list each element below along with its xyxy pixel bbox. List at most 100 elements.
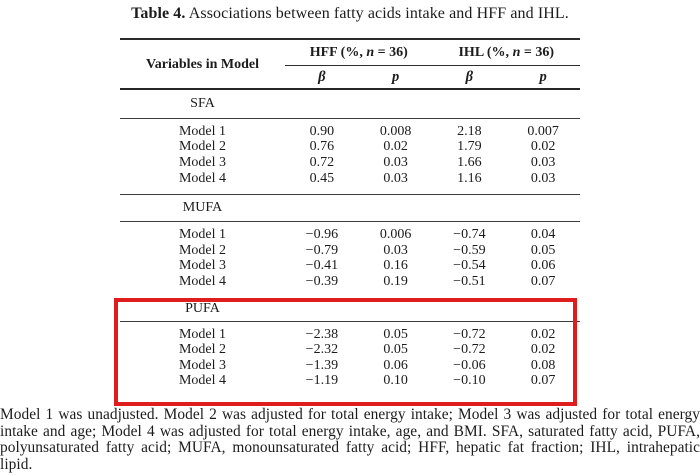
cell-ihl-p: 0.06 bbox=[530, 258, 556, 274]
cell-hff-beta: 0.72 bbox=[309, 154, 335, 170]
table-row: Model 4 0.45 0.03 1.16 0.03 bbox=[120, 171, 580, 187]
cell-hff-beta: 0.76 bbox=[309, 139, 335, 155]
cell-ihl-beta: −0.59 bbox=[453, 242, 486, 258]
stat-header-beta-hff: β bbox=[318, 68, 326, 85]
section-sfa: SFA Model 1 0.90 0.008 2.18 0.007 Model … bbox=[120, 90, 580, 194]
section-label-row: PUFA bbox=[120, 298, 580, 321]
table-row: Model 2 −0.79 0.03 −0.59 0.05 bbox=[120, 243, 580, 259]
cell-ihl-beta: −0.51 bbox=[453, 273, 486, 289]
table-caption-number: Table 4. bbox=[131, 5, 186, 22]
section-rows: Model 1 0.90 0.008 2.18 0.007 Model 2 0.… bbox=[120, 119, 580, 194]
ihl-label-n: n bbox=[512, 44, 521, 60]
cell-ihl-beta: −0.74 bbox=[453, 227, 486, 243]
ihl-label-prefix: IHL (%, bbox=[458, 44, 513, 60]
cell-hff-beta: −0.79 bbox=[305, 242, 339, 258]
cell-hff-beta: 0.45 bbox=[309, 170, 335, 186]
cell-ihl-beta: −0.72 bbox=[453, 326, 486, 342]
row-label: Model 1 bbox=[178, 326, 227, 342]
cell-ihl-p: 0.05 bbox=[530, 242, 556, 258]
cell-ihl-p: 0.02 bbox=[530, 139, 556, 155]
cell-ihl-p: 0.08 bbox=[530, 357, 556, 373]
column-header-variables: Variables in Model bbox=[145, 56, 260, 72]
cell-hff-p: 0.03 bbox=[383, 154, 408, 170]
column-group-header-row: HFF (%, n = 36) IHL (%, n = 36) bbox=[285, 40, 580, 65]
row-label: Model 4 bbox=[178, 373, 227, 389]
ihl-label-suffix: = 36) bbox=[520, 44, 554, 60]
cell-ihl-beta: 1.16 bbox=[457, 170, 482, 186]
section-rule bbox=[120, 118, 580, 119]
cell-ihl-p: 0.03 bbox=[530, 154, 556, 170]
table-row: Model 4 −1.19 0.10 −0.10 0.07 bbox=[120, 374, 580, 390]
cell-hff-beta: −0.39 bbox=[305, 273, 339, 289]
section-label: PUFA bbox=[185, 301, 220, 317]
cell-ihl-beta: −0.72 bbox=[453, 342, 486, 358]
table-row: Model 3 −1.39 0.06 −0.06 0.08 bbox=[120, 358, 580, 374]
header-bottom-rule bbox=[120, 88, 580, 90]
stat-header-beta-ihl: β bbox=[465, 68, 474, 85]
stat-header-p-ihl: p bbox=[539, 68, 547, 85]
cell-ihl-beta: −0.10 bbox=[453, 373, 486, 389]
table-row: Model 3 −0.41 0.16 −0.54 0.06 bbox=[120, 259, 580, 275]
cell-hff-p: 0.06 bbox=[383, 357, 408, 373]
hff-label-n: n bbox=[366, 44, 375, 60]
table-row: Model 4 −0.39 0.19 −0.51 0.07 bbox=[120, 274, 580, 290]
row-label: Model 2 bbox=[178, 242, 227, 258]
table-caption-text: Associations between fatty acids intake … bbox=[185, 5, 569, 22]
cell-hff-beta: −2.32 bbox=[305, 342, 339, 358]
cell-hff-p: 0.16 bbox=[383, 258, 408, 274]
row-label: Model 4 bbox=[178, 170, 227, 186]
table-row: Model 1 −2.38 0.05 −0.72 0.02 bbox=[120, 327, 580, 343]
cell-ihl-beta: 1.79 bbox=[457, 139, 482, 155]
cell-hff-beta: −0.96 bbox=[305, 227, 339, 243]
cell-hff-p: 0.02 bbox=[383, 139, 408, 155]
cell-hff-beta: −1.39 bbox=[305, 357, 339, 373]
cell-hff-beta: −2.38 bbox=[305, 326, 339, 342]
cell-hff-p: 0.03 bbox=[383, 170, 408, 186]
section-pufa: PUFA Model 1 −2.38 0.05 −0.72 0.02 Model… bbox=[120, 298, 580, 397]
section-label-row: MUFA bbox=[120, 195, 580, 221]
row-label: Model 3 bbox=[178, 357, 227, 373]
section-label-row: SFA bbox=[120, 90, 580, 118]
group-header-underline bbox=[285, 65, 580, 66]
table-footnote: Model 1 was unadjusted. Model 2 was adju… bbox=[0, 406, 700, 473]
cell-ihl-p: 0.02 bbox=[530, 342, 556, 358]
table-row: Model 1 0.90 0.008 2.18 0.007 bbox=[120, 124, 580, 140]
cell-ihl-beta: 1.66 bbox=[457, 154, 482, 170]
row-label: Model 4 bbox=[178, 273, 227, 289]
cell-hff-p: 0.006 bbox=[379, 227, 412, 243]
cell-hff-beta: −1.19 bbox=[305, 373, 339, 389]
cell-ihl-p: 0.04 bbox=[530, 227, 556, 243]
cell-hff-p: 0.05 bbox=[383, 342, 408, 358]
cell-hff-beta: −0.41 bbox=[305, 258, 339, 274]
cell-hff-p: 0.05 bbox=[383, 326, 408, 342]
row-label: Model 2 bbox=[178, 139, 227, 155]
section-rows: Model 1 −2.38 0.05 −0.72 0.02 Model 2 −2… bbox=[120, 322, 580, 397]
section-rule bbox=[120, 221, 580, 223]
cell-hff-p: 0.10 bbox=[383, 373, 408, 389]
cell-ihl-p: 0.03 bbox=[530, 170, 556, 186]
cell-hff-beta: 0.90 bbox=[309, 123, 335, 139]
cell-ihl-p: 0.007 bbox=[527, 123, 559, 139]
table-row: Model 1 −0.96 0.006 −0.74 0.04 bbox=[120, 227, 580, 243]
cell-ihl-p: 0.07 bbox=[530, 373, 556, 389]
table-row: Model 3 0.72 0.03 1.66 0.03 bbox=[120, 155, 580, 171]
row-label: Model 1 bbox=[178, 123, 227, 139]
table-header: Variables in Model HFF (%, n = 36) IHL (… bbox=[120, 40, 580, 88]
section-label: MUFA bbox=[182, 200, 223, 216]
table-caption: Table 4. Associations between fatty acid… bbox=[0, 5, 700, 23]
row-label: Model 1 bbox=[178, 227, 227, 243]
cell-ihl-beta: −0.54 bbox=[453, 258, 486, 274]
cell-hff-p: 0.03 bbox=[383, 242, 408, 258]
row-label: Model 2 bbox=[178, 342, 227, 358]
data-table: Variables in Model HFF (%, n = 36) IHL (… bbox=[114, 38, 580, 406]
table-row: Model 2 −2.32 0.05 −0.72 0.02 bbox=[120, 342, 580, 358]
row-label: Model 3 bbox=[178, 258, 227, 274]
section-label: SFA bbox=[190, 96, 215, 111]
stat-header-row: β p β p bbox=[285, 66, 580, 88]
row-label: Model 3 bbox=[178, 154, 227, 170]
cell-hff-p: 0.008 bbox=[379, 123, 412, 139]
hff-label-suffix: = 36) bbox=[374, 44, 408, 60]
table-top-rule bbox=[120, 38, 580, 40]
section-divider-rule bbox=[120, 194, 580, 196]
column-group-hff: HFF (%, n = 36) bbox=[285, 44, 433, 60]
